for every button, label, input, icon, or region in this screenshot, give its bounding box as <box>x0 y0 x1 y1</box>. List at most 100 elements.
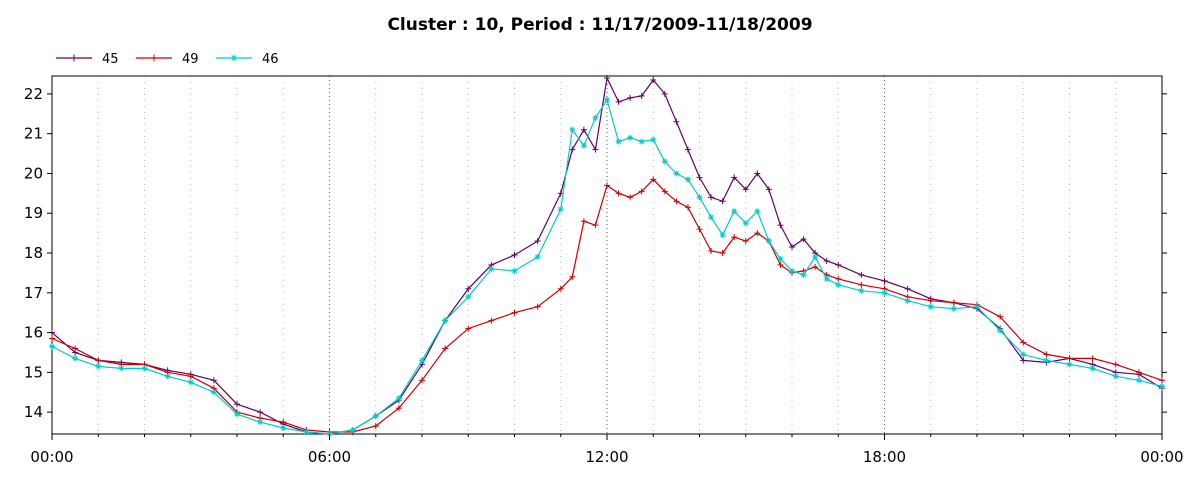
data-point <box>580 142 587 149</box>
data-point <box>95 363 102 370</box>
data-point <box>858 287 865 294</box>
data-point <box>812 263 819 270</box>
data-point <box>419 357 425 364</box>
data-point <box>731 174 738 181</box>
data-point <box>765 238 772 245</box>
data-point <box>257 409 264 416</box>
data-point <box>754 230 761 237</box>
x-tick-label: 00:00 <box>30 448 73 466</box>
data-point <box>708 214 715 221</box>
legend-label: 49 <box>182 52 199 67</box>
data-point <box>488 317 495 324</box>
data-point <box>395 405 402 412</box>
data-point <box>49 335 55 342</box>
data-point <box>638 138 645 145</box>
data-point <box>650 76 657 83</box>
data-point <box>1112 373 1119 380</box>
data-point <box>1159 383 1165 390</box>
data-point <box>997 313 1004 320</box>
data-point <box>569 126 576 133</box>
data-point <box>95 357 102 364</box>
data-point <box>881 289 888 296</box>
data-point <box>638 188 645 195</box>
data-point <box>372 413 379 420</box>
y-tick-label: 21 <box>24 125 43 143</box>
data-point <box>534 253 541 260</box>
data-point <box>742 220 749 227</box>
data-point <box>1112 361 1119 368</box>
data-point <box>1020 339 1027 346</box>
data-point <box>303 429 310 436</box>
data-point <box>592 222 599 229</box>
data-point <box>442 317 449 324</box>
y-tick-label: 16 <box>24 324 43 342</box>
data-point <box>731 208 738 215</box>
y-tick-label: 15 <box>24 363 43 381</box>
data-point <box>280 425 287 432</box>
data-point <box>789 267 795 274</box>
data-point <box>1020 357 1027 364</box>
data-point <box>835 261 842 268</box>
data-point <box>731 234 738 241</box>
series-layer <box>49 74 1165 437</box>
data-point <box>557 285 564 292</box>
data-point <box>569 273 576 280</box>
data-point <box>372 423 379 430</box>
data-point <box>673 170 680 177</box>
data-point <box>534 303 541 310</box>
data-point <box>511 309 518 316</box>
data-point <box>754 170 761 177</box>
data-point <box>580 126 587 133</box>
series-45 <box>49 74 1165 437</box>
data-point <box>950 305 957 312</box>
data-point <box>187 379 194 386</box>
data-point <box>927 303 934 310</box>
data-point <box>800 236 807 243</box>
data-point <box>742 238 749 245</box>
data-point <box>765 186 772 193</box>
data-point <box>719 250 726 257</box>
data-point <box>604 182 610 189</box>
data-point <box>881 277 888 284</box>
y-tick-label: 20 <box>24 164 43 182</box>
legend: 45 49 46 <box>56 52 279 67</box>
data-point <box>615 98 622 105</box>
data-point <box>580 218 587 225</box>
data-point <box>684 146 691 153</box>
data-point <box>465 325 472 332</box>
data-point <box>950 299 957 306</box>
data-point <box>488 265 495 272</box>
data-point <box>627 194 634 201</box>
data-point <box>661 158 668 165</box>
axes: 00:00 06:00 12:00 18:00 00:00 14 15 16 17 18 19 20 2… <box>24 85 1184 466</box>
data-point <box>904 285 911 292</box>
data-point <box>442 345 449 352</box>
data-point <box>230 54 238 62</box>
data-point <box>1089 355 1096 362</box>
data-point <box>592 146 599 153</box>
series-line <box>51 98 1163 435</box>
data-point <box>1135 369 1142 376</box>
data-point <box>1043 357 1050 364</box>
x-tick-label: 12:00 <box>585 448 628 466</box>
data-point <box>534 238 541 245</box>
data-point <box>904 297 911 304</box>
data-point <box>164 373 171 380</box>
data-point <box>638 92 645 99</box>
data-point <box>234 411 240 418</box>
data-point <box>1066 355 1073 362</box>
data-point <box>349 427 356 434</box>
data-point <box>789 244 795 251</box>
data-point <box>257 419 264 426</box>
data-point <box>210 389 217 396</box>
data-point <box>419 377 425 384</box>
data-point <box>661 188 668 195</box>
y-tick-label: 19 <box>24 204 43 222</box>
legend-item-45: 45 <box>56 52 119 67</box>
data-point <box>627 94 634 101</box>
series-line <box>51 178 1163 433</box>
data-point <box>835 281 842 288</box>
data-point <box>604 96 610 103</box>
data-point <box>650 176 657 183</box>
grid <box>97 76 1117 434</box>
